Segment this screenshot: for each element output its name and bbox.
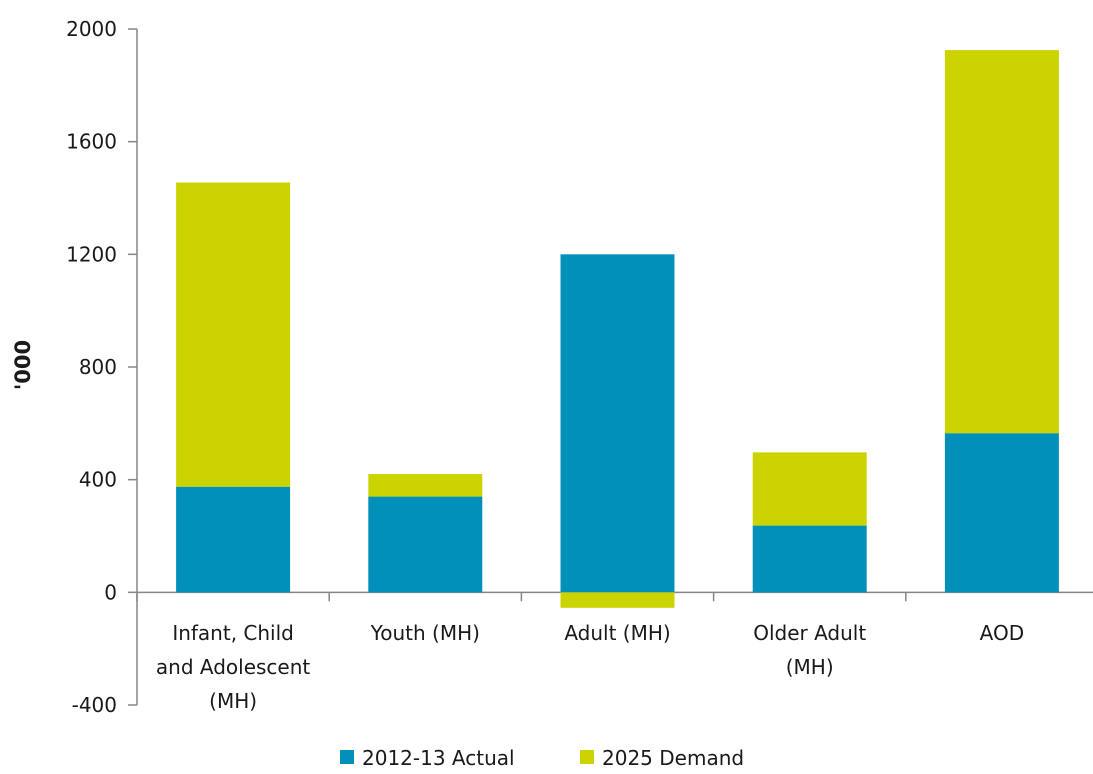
bar-segment [368, 496, 483, 593]
x-category-label: Infant, Child and Adolescent (MH) [156, 621, 311, 713]
bar-segment [176, 486, 291, 593]
y-axis-title: '000 [11, 340, 35, 390]
y-tick-label: 2000 [66, 17, 117, 41]
bar-segment [176, 182, 291, 487]
y-tick-label: 400 [79, 468, 117, 492]
bar-segment [944, 50, 1059, 434]
legend-swatch [580, 750, 594, 764]
legend-swatch [340, 750, 354, 764]
legend-label: 2025 Demand [602, 746, 744, 770]
bar-segment [560, 254, 675, 593]
labels-group: -400 0 400 800 1200 1600 2000 Infant, Child and … [11, 17, 1024, 717]
legend-item: 2025 Demand [580, 746, 744, 770]
bar-segment [752, 452, 867, 526]
bars-group [176, 50, 1059, 608]
x-category-label: Older Adult (MH) [753, 621, 866, 679]
bar-segment [560, 592, 675, 608]
y-tick-label: 1600 [66, 130, 117, 154]
bar-segment [368, 474, 483, 497]
y-tick-label: 800 [79, 355, 117, 379]
y-tick-label: -400 [72, 693, 117, 717]
legend-label: 2012-13 Actual [362, 746, 515, 770]
legend: 2012-13 Actual 2025 Demand [340, 746, 744, 770]
bar-segment [752, 525, 867, 593]
x-category-label: AOD [980, 621, 1024, 645]
bar-segment [944, 433, 1059, 593]
x-category-label: Adult (MH) [564, 621, 670, 645]
y-tick-label: 0 [104, 580, 117, 604]
x-category-label: Youth (MH) [370, 621, 480, 645]
legend-item: 2012-13 Actual [340, 746, 515, 770]
y-tick-label: 1200 [66, 242, 117, 266]
